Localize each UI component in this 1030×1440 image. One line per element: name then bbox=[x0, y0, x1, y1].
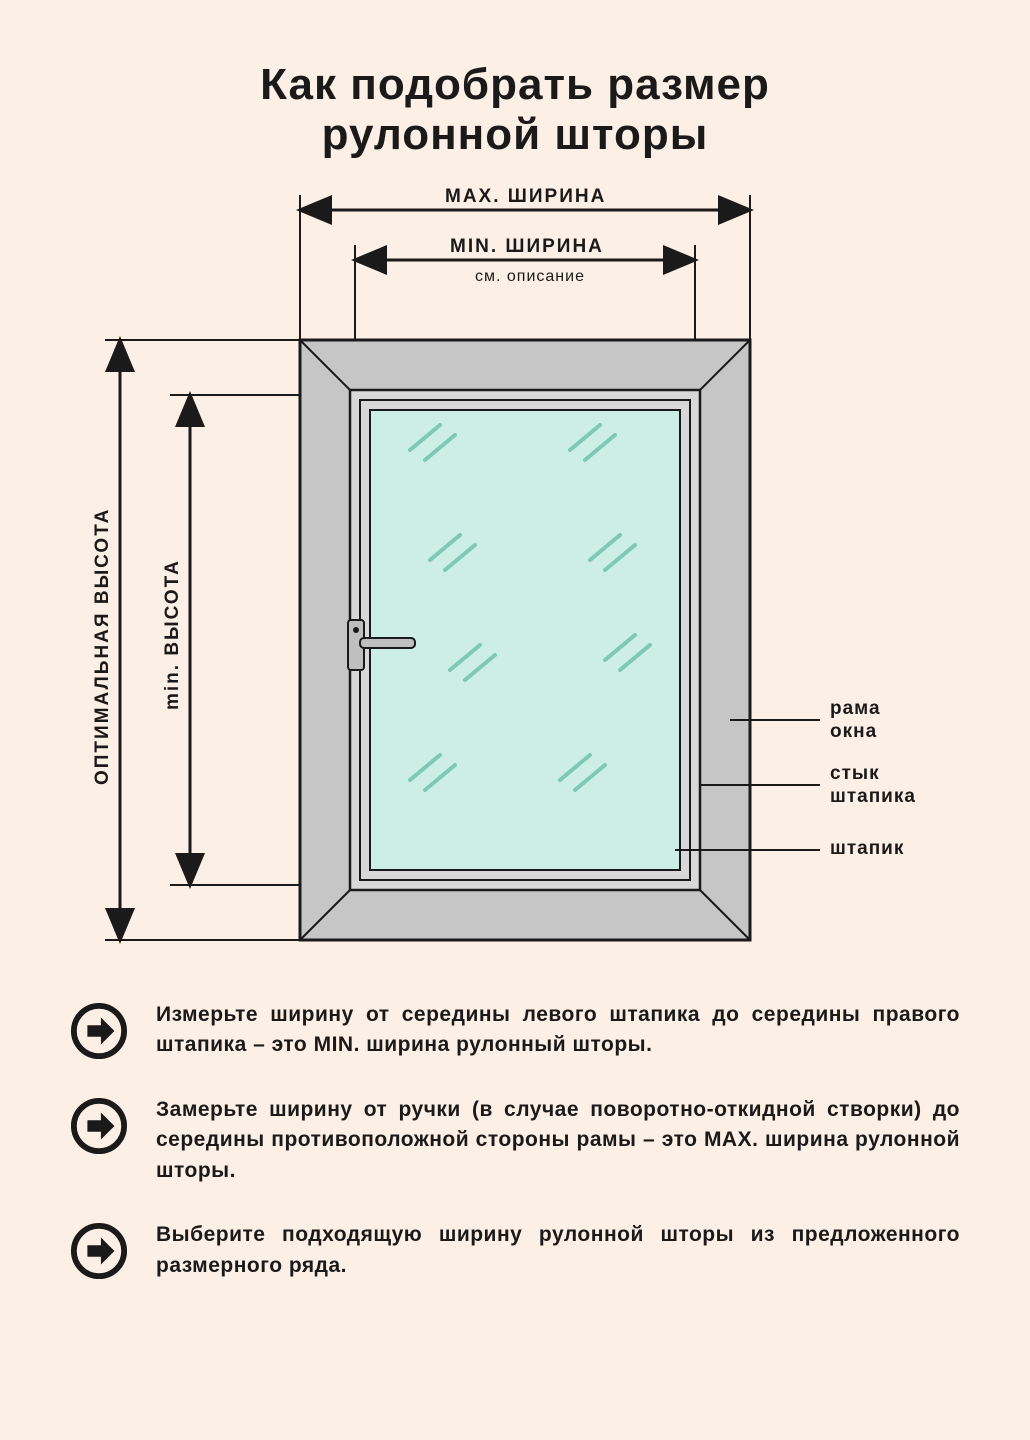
arrow-circle-icon bbox=[70, 1097, 128, 1155]
max-width-label: MAX. ШИРИНА bbox=[445, 186, 606, 208]
instruction-text: Выберите подходящую ширину рулонной штор… bbox=[156, 1220, 960, 1281]
arrow-circle-icon bbox=[70, 1222, 128, 1280]
instruction-item: Выберите подходящую ширину рулонной штор… bbox=[50, 1220, 980, 1281]
callout-joint-text: стык штапика bbox=[830, 763, 916, 807]
callout-frame-text: рама окна bbox=[830, 698, 881, 742]
instruction-text: Замерьте ширину от ручки (в случае повор… bbox=[156, 1095, 960, 1186]
instruction-item: Измерьте ширину от середины левого штапи… bbox=[50, 1000, 980, 1061]
instruction-list: Измерьте ширину от середины левого штапи… bbox=[50, 1000, 980, 1281]
min-width-sublabel: см. описание bbox=[475, 268, 585, 286]
callout-frame: рама окна bbox=[830, 698, 881, 744]
opt-height-label: ОПТИМАЛЬНАЯ ВЫСОТА bbox=[92, 508, 114, 785]
min-height-label: min. ВЫСОТА bbox=[162, 559, 184, 710]
instruction-text: Измерьте ширину от середины левого штапи… bbox=[156, 1000, 960, 1061]
min-width-label: MIN. ШИРИНА bbox=[450, 236, 604, 258]
arrow-circle-icon bbox=[70, 1002, 128, 1060]
instruction-item: Замерьте ширину от ручки (в случае повор… bbox=[50, 1095, 980, 1186]
page: Как подобрать размер рулонной шторы bbox=[0, 0, 1030, 1440]
title-line2: рулонной шторы bbox=[322, 110, 709, 159]
window-diagram: MAX. ШИРИНА MIN. ШИРИНА см. описание ОПТ… bbox=[50, 190, 980, 970]
title-line1: Как подобрать размер bbox=[260, 60, 770, 109]
page-title: Как подобрать размер рулонной шторы bbox=[50, 60, 980, 160]
callout-joint: стык штапика bbox=[830, 763, 916, 809]
callout-bead: штапик bbox=[830, 838, 904, 861]
callout-bead-text: штапик bbox=[830, 838, 904, 859]
